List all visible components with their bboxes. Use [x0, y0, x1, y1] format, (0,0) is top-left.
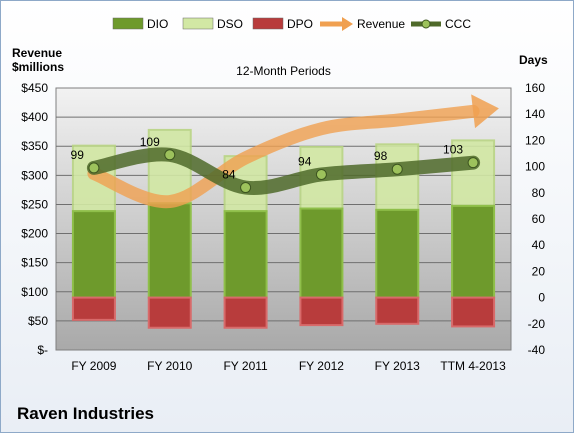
bar-dio [71, 210, 116, 299]
legend-label-dio: DIO [147, 17, 168, 31]
legend-label-dpo: DPO [287, 17, 313, 31]
bar-dpo [147, 296, 192, 329]
right-tick-label: -20 [528, 317, 546, 331]
ccc-data-label: 94 [298, 154, 312, 168]
legend-swatch-dpo [252, 17, 284, 30]
ccc-data-label: 98 [374, 149, 388, 163]
right-tick-label: 80 [532, 186, 546, 200]
legend-swatch-dso [182, 17, 214, 30]
category-label: FY 2013 [375, 359, 420, 373]
legend-marker-ccc [421, 19, 431, 29]
right-tick-label: 40 [532, 238, 546, 252]
bar-dio [451, 204, 496, 299]
left-tick-label: $350 [21, 139, 48, 153]
bar-dio [147, 202, 192, 299]
category-label: FY 2009 [71, 359, 116, 373]
right-tick-label: 60 [532, 212, 546, 226]
company-name: Raven Industries [17, 404, 154, 423]
ccc-data-label: 99 [71, 148, 85, 162]
right-tick-label: -40 [528, 343, 546, 357]
left-tick-label: $250 [21, 197, 48, 211]
bar-dio [299, 207, 344, 299]
bar-dpo [71, 296, 116, 321]
legend-label-revenue: Revenue [357, 17, 405, 31]
left-axis-title-line2: $millions [12, 60, 64, 74]
revenue-arrow-head [471, 94, 499, 129]
ccc-point [467, 157, 479, 169]
right-axis-title: Days [519, 53, 548, 67]
bar-dpo [223, 296, 268, 329]
plot-area [55, 87, 512, 351]
left-tick-label: $150 [21, 256, 48, 270]
ccc-data-label: 109 [140, 135, 160, 149]
left-tick-label: $300 [21, 168, 48, 182]
bar-dpo [451, 296, 496, 328]
legend-label-dso: DSO [217, 17, 243, 31]
legend-swatch-dio [112, 17, 144, 30]
left-tick-label: $450 [21, 81, 48, 95]
ccc-line [86, 147, 481, 196]
category-label: FY 2010 [147, 359, 192, 373]
left-axis-title-line1: Revenue [12, 46, 62, 60]
legend-label-ccc: CCC [445, 17, 471, 31]
category-label: FY 2012 [299, 359, 344, 373]
bar-dio [375, 208, 420, 299]
chart-title: 12-Month Periods [236, 64, 331, 78]
bar-dpo [375, 296, 420, 325]
category-label: FY 2011 [223, 359, 268, 373]
category-label: TTM 4-2013 [440, 359, 506, 373]
right-tick-label: 20 [532, 264, 546, 278]
left-tick-label: $50 [28, 314, 48, 328]
ccc-point [88, 162, 100, 174]
right-tick-label: 100 [525, 160, 545, 174]
ccc-point [315, 168, 327, 180]
right-tick-label: 140 [525, 107, 545, 121]
ccc-point [164, 149, 176, 161]
ccc-data-label: 84 [222, 168, 236, 182]
left-tick-label: $200 [21, 227, 48, 241]
revenue-arrow-line [87, 104, 480, 209]
bar-dso [451, 139, 496, 207]
right-tick-label: 0 [538, 291, 545, 305]
ccc-point [391, 163, 403, 175]
left-tick-label: $400 [21, 110, 48, 124]
left-tick-label: $- [37, 343, 48, 357]
legend-arrowhead-revenue [342, 17, 353, 31]
left-tick-label: $100 [21, 285, 48, 299]
right-tick-label: 160 [525, 81, 545, 95]
right-tick-label: 120 [525, 133, 545, 147]
ccc-point [240, 182, 252, 194]
bar-dpo [299, 296, 344, 327]
bar-dio [223, 210, 268, 299]
ccc-data-label: 103 [443, 143, 463, 157]
